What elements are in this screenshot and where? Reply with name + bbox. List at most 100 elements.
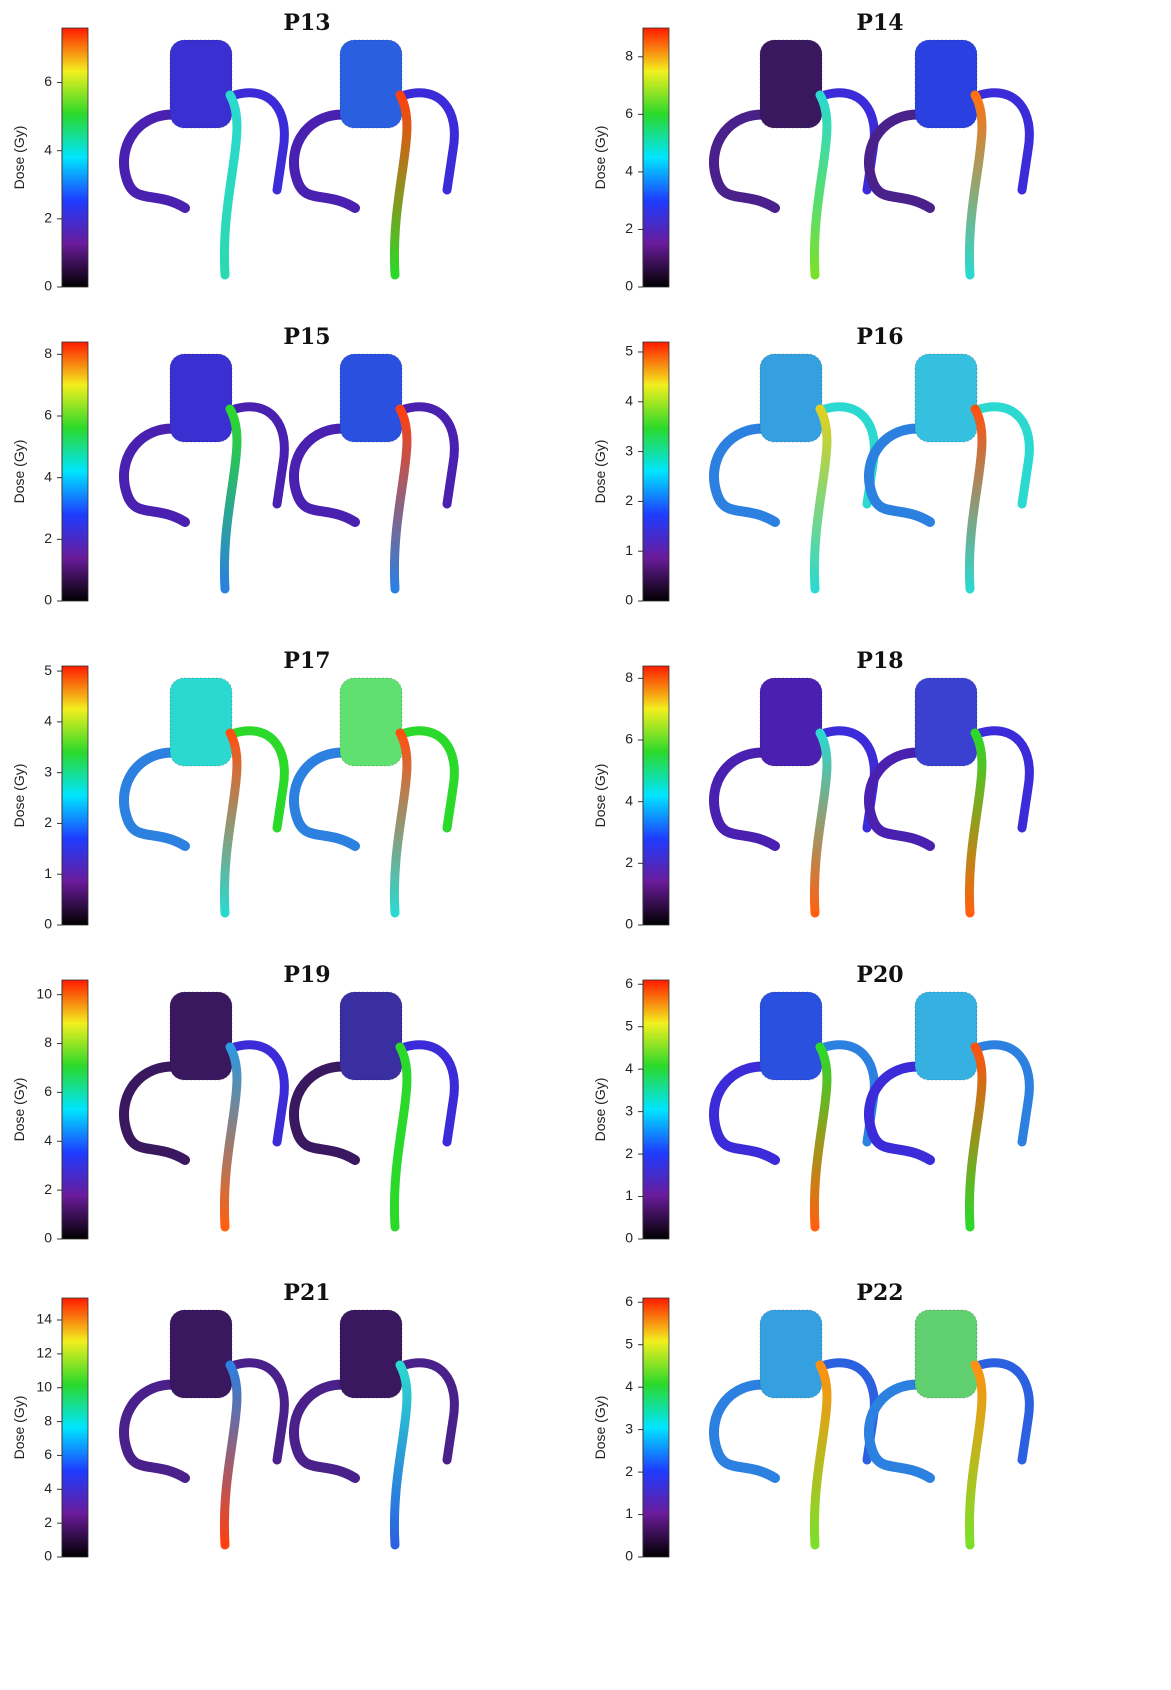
tick-label: 1 bbox=[625, 1187, 633, 1203]
right-artery bbox=[975, 1358, 1034, 1465]
tick-label: 0 bbox=[625, 592, 633, 608]
main-artery bbox=[964, 1042, 987, 1232]
axis-label: Dose (Gy) bbox=[592, 1078, 608, 1142]
colorbar bbox=[642, 1297, 670, 1558]
main-artery bbox=[389, 728, 412, 918]
tick-label: 8 bbox=[44, 1034, 52, 1050]
tick-label: 2 bbox=[625, 492, 633, 508]
tick-label: 4 bbox=[44, 141, 52, 157]
tick-label: 10 bbox=[36, 1378, 52, 1394]
left-artery bbox=[864, 109, 935, 213]
vessel-body bbox=[339, 991, 403, 1081]
main-artery bbox=[219, 90, 242, 280]
right-artery bbox=[975, 1040, 1034, 1147]
left-artery bbox=[709, 1061, 780, 1165]
main-artery bbox=[809, 404, 832, 594]
vessel-body bbox=[914, 1309, 978, 1399]
tick-label: 0 bbox=[44, 916, 52, 932]
vessel-body bbox=[339, 39, 403, 129]
tick-label: 8 bbox=[625, 669, 633, 685]
main-artery bbox=[219, 1042, 242, 1232]
tick-label: 0 bbox=[625, 916, 633, 932]
right-artery bbox=[400, 726, 459, 833]
tick-label: 4 bbox=[625, 1378, 633, 1394]
tick-label: 8 bbox=[625, 47, 633, 63]
left-artery bbox=[709, 109, 780, 213]
tick-label: 4 bbox=[44, 713, 52, 729]
left-artery bbox=[709, 1379, 780, 1483]
tick-label: 4 bbox=[44, 1132, 52, 1148]
main-artery bbox=[964, 728, 987, 918]
main-artery bbox=[809, 1360, 832, 1550]
tick-label: 6 bbox=[625, 1293, 633, 1309]
tick-label: 6 bbox=[625, 105, 633, 121]
tick-label: 1 bbox=[44, 865, 52, 881]
vessel-body bbox=[759, 677, 823, 767]
axis-label: Dose (Gy) bbox=[11, 1078, 27, 1142]
vessel-body bbox=[339, 677, 403, 767]
vessel-body bbox=[759, 39, 823, 129]
tick-label: 6 bbox=[625, 731, 633, 747]
right-artery bbox=[230, 88, 289, 195]
main-artery bbox=[964, 404, 987, 594]
axis-label: Dose (Gy) bbox=[11, 126, 27, 190]
tick-label: 6 bbox=[44, 407, 52, 423]
right-artery bbox=[975, 402, 1034, 509]
left-artery bbox=[289, 423, 360, 527]
panel-title: P19 bbox=[283, 962, 330, 988]
axis-label: Dose (Gy) bbox=[11, 440, 27, 504]
left-artery bbox=[289, 1061, 360, 1165]
vessel-body bbox=[914, 353, 978, 443]
main-artery bbox=[389, 1360, 412, 1550]
tick-label: 1 bbox=[625, 1505, 633, 1521]
tick-label: 3 bbox=[625, 1102, 633, 1118]
tick-label: 5 bbox=[44, 662, 52, 678]
main-artery bbox=[389, 90, 412, 280]
vessel-body bbox=[914, 39, 978, 129]
colorbar bbox=[642, 27, 670, 288]
tick-label: 2 bbox=[625, 1145, 633, 1161]
left-artery bbox=[119, 1061, 190, 1165]
left-artery bbox=[119, 1379, 190, 1483]
colorbar bbox=[642, 979, 670, 1240]
left-artery bbox=[289, 109, 360, 213]
tick-label: 2 bbox=[44, 1181, 52, 1197]
vessel-body bbox=[759, 353, 823, 443]
left-artery bbox=[119, 109, 190, 213]
vessel-body bbox=[759, 991, 823, 1081]
vessel-body bbox=[169, 991, 233, 1081]
tick-label: 8 bbox=[44, 345, 52, 361]
colorbar bbox=[642, 341, 670, 602]
colorbar bbox=[61, 27, 89, 288]
right-artery bbox=[230, 402, 289, 509]
panel-title: P20 bbox=[856, 962, 903, 988]
right-artery bbox=[400, 1358, 459, 1465]
main-artery bbox=[964, 90, 987, 280]
vessel-body bbox=[914, 991, 978, 1081]
axis-label: Dose (Gy) bbox=[11, 764, 27, 828]
left-artery bbox=[864, 423, 935, 527]
tick-label: 3 bbox=[44, 763, 52, 779]
colorbar bbox=[61, 665, 89, 926]
colorbar bbox=[642, 665, 670, 926]
tick-label: 12 bbox=[36, 1345, 52, 1361]
left-artery bbox=[709, 423, 780, 527]
axis-label: Dose (Gy) bbox=[592, 764, 608, 828]
axis-label: Dose (Gy) bbox=[11, 1396, 27, 1460]
tick-label: 8 bbox=[44, 1412, 52, 1428]
axis-label: Dose (Gy) bbox=[592, 126, 608, 190]
tick-label: 10 bbox=[36, 985, 52, 1001]
right-artery bbox=[400, 402, 459, 509]
tick-label: 0 bbox=[44, 592, 52, 608]
panel-title: P13 bbox=[283, 10, 330, 36]
left-artery bbox=[289, 747, 360, 851]
tick-label: 2 bbox=[625, 854, 633, 870]
tick-label: 0 bbox=[625, 278, 633, 294]
vessel-body bbox=[339, 353, 403, 443]
axis-label: Dose (Gy) bbox=[592, 1396, 608, 1460]
panel-title: P22 bbox=[856, 1280, 903, 1306]
panel-title: P21 bbox=[283, 1280, 330, 1306]
main-artery bbox=[219, 1360, 242, 1550]
left-artery bbox=[709, 747, 780, 851]
